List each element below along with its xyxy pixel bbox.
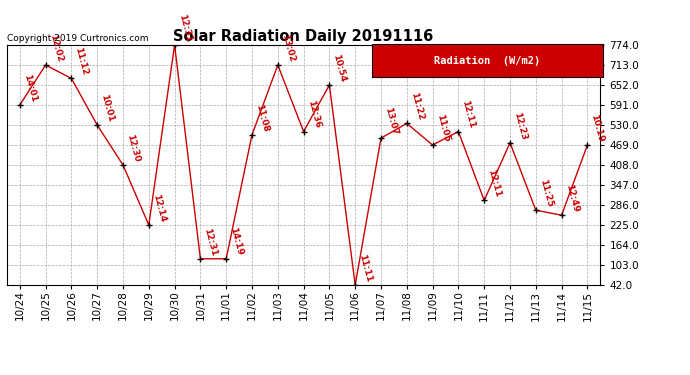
Text: 12:23: 12:23 xyxy=(512,111,528,141)
Text: 12:31: 12:31 xyxy=(177,13,193,43)
Text: 12:31: 12:31 xyxy=(202,227,219,257)
Text: 10:19: 10:19 xyxy=(589,113,606,143)
Text: 14:19: 14:19 xyxy=(228,226,244,257)
Text: Radiation  (W/m2): Radiation (W/m2) xyxy=(435,56,541,66)
Text: 11:25: 11:25 xyxy=(538,178,554,208)
Text: 12:49: 12:49 xyxy=(564,183,580,213)
Text: 13:02: 13:02 xyxy=(280,33,296,63)
Text: 14:01: 14:01 xyxy=(22,73,38,103)
Text: 11:22: 11:22 xyxy=(409,92,425,122)
Text: 11:11: 11:11 xyxy=(357,253,373,283)
FancyBboxPatch shape xyxy=(372,44,603,77)
Text: 12:14: 12:14 xyxy=(151,193,167,223)
Text: Copyright 2019 Curtronics.com: Copyright 2019 Curtronics.com xyxy=(7,34,148,43)
Text: 11:12: 11:12 xyxy=(73,46,90,76)
Text: 10:54: 10:54 xyxy=(331,53,348,83)
Text: 12:02: 12:02 xyxy=(48,33,63,63)
Text: 12:30: 12:30 xyxy=(125,133,141,163)
Text: 11:05: 11:05 xyxy=(435,113,451,143)
Text: 10:01: 10:01 xyxy=(99,93,115,123)
Text: 13:07: 13:07 xyxy=(383,106,400,136)
Text: 12:36: 12:36 xyxy=(306,100,322,130)
Text: 12:11: 12:11 xyxy=(460,100,477,130)
Title: Solar Radiation Daily 20191116: Solar Radiation Daily 20191116 xyxy=(173,29,434,44)
Text: 11:08: 11:08 xyxy=(254,103,270,133)
Text: 12:11: 12:11 xyxy=(486,168,502,198)
